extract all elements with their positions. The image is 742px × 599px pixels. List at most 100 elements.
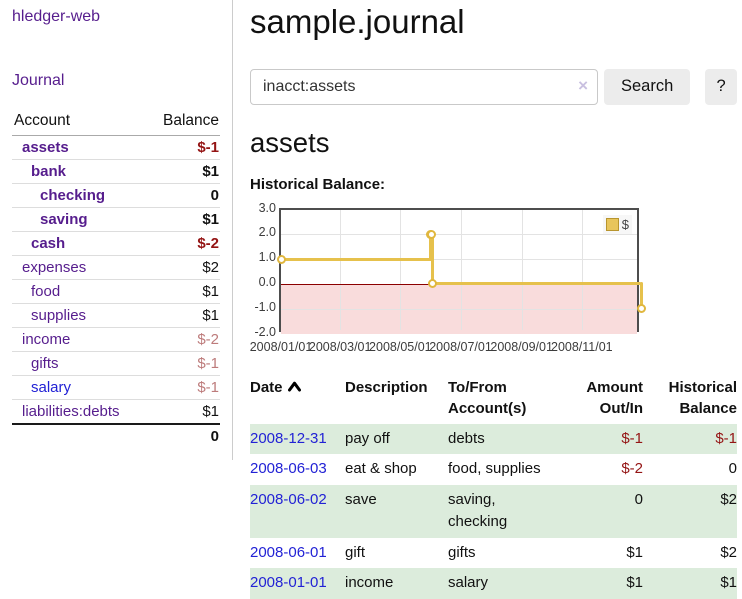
sort-asc-icon [287,377,301,398]
account-balance: $-1 [197,139,219,156]
accounts-table: Account Balance assets $-1 bank $1 check… [12,109,220,448]
accounts-header-account: Account [12,109,147,136]
account-link[interactable]: checking [40,187,106,204]
data-point-marker [276,254,286,264]
transaction-description: pay off [345,429,390,447]
register-header-description: Description [345,378,428,396]
register-header-balance: Historical Balance [668,378,737,417]
account-link[interactable]: food [31,283,61,300]
page-title: sample.journal [250,3,465,40]
account-heading: assets [250,126,330,158]
account-balance: $-2 [146,327,220,352]
transaction-amount: $1 [626,574,643,592]
legend-swatch-icon [605,217,619,231]
transaction-date-link[interactable]: 2008-12-31 [250,429,327,447]
register-header-accounts: To/From Account(s) [448,378,527,417]
sidebar-item-journal[interactable]: Journal [12,72,65,89]
account-link[interactable]: liabilities:debts [22,403,120,420]
account-row: salary $-1 [12,375,220,400]
account-link[interactable]: supplies [31,307,87,324]
balance-chart: $ 3.0 2.0 1.0 0.0 -1.0 -2.0 2008/01/01 2008/03/… [249,201,646,358]
data-point-marker [636,304,646,314]
account-link[interactable]: salary [31,379,72,396]
transaction-balance: $1 [720,574,737,592]
transaction-amount: $-1 [621,429,643,447]
transaction-balance: 0 [728,460,737,478]
register-row: 2008-12-31 pay off debts $-1 $-1 [250,423,737,455]
transaction-accounts: salary [448,574,489,592]
y-axis-tick-label: 1.0 [258,250,276,265]
register-row: 2008-06-03 eat & shop food, supplies $-2… [250,454,737,485]
x-axis-tick-label: 2008/07/01 [429,339,492,354]
accounts-total: 0 [146,423,220,448]
transaction-date-link[interactable]: 2008-06-03 [250,460,327,478]
account-row: assets $-1 [12,136,220,160]
register-row: 2008-06-02 save saving, checking 0 $2 [250,484,737,538]
data-point-marker [428,279,438,289]
account-row: expenses $2 [12,255,220,280]
x-axis-tick-label: 2008/03/01 [308,339,372,354]
transaction-balance: $2 [720,490,737,508]
x-axis-tick-label: 2008/05/01 [369,339,432,354]
account-link[interactable]: income [22,331,71,348]
account-row: gifts $-1 [12,351,220,376]
register-header-amount: Amount Out/In [586,378,643,417]
account-row: checking 0 [12,183,220,208]
transaction-accounts: gifts [448,543,476,561]
account-link[interactable]: assets [22,139,69,156]
search-form: × Search ? [250,68,737,105]
transaction-amount: $-2 [621,460,643,478]
y-axis-tick-label: 2.0 [258,225,276,240]
account-link[interactable]: saving [40,211,88,228]
account-row: liabilities:debts $1 [12,399,220,424]
clear-search-icon[interactable]: × [578,75,588,95]
y-axis-tick-label: 0.0 [258,274,276,289]
account-balance: $1 [146,279,220,304]
account-row: cash $-2 [12,231,220,256]
account-row: income $-2 [12,327,220,352]
transaction-accounts: saving, checking [448,490,508,531]
transaction-description: income [345,574,394,592]
account-link[interactable]: gifts [31,355,59,372]
search-input[interactable] [250,68,598,105]
register-header-date[interactable]: Date [250,375,345,424]
transaction-description: save [345,490,377,508]
x-axis-tick-label: 2008/09/01 [490,339,553,354]
accounts-header-balance: Balance [146,109,220,136]
app-title-link[interactable]: hledger-web [12,8,101,25]
account-balance: $1 [146,303,220,328]
account-link[interactable]: expenses [22,259,87,276]
transaction-accounts: debts [448,429,485,447]
account-row: supplies $1 [12,303,220,328]
x-axis-tick-label: 2008/11/01 [550,339,613,354]
account-row: bank $1 [12,159,220,184]
chart-plot-area: $ [276,207,646,334]
chart-title: Historical Balance: [250,175,386,193]
y-axis-tick-label: -2.0 [254,324,276,339]
account-row: food $1 [12,279,220,304]
search-button[interactable]: Search [604,68,691,105]
account-link[interactable]: cash [31,235,66,252]
register-row: 2008-06-01 gift gifts $1 $2 [250,538,737,569]
data-point-marker [427,229,437,239]
transaction-description: gift [345,543,366,561]
transaction-date-link[interactable]: 2008-06-02 [250,490,327,508]
help-button[interactable]: ? [705,68,737,105]
main-content: sample.journal × Search ? assets Histori… [250,0,737,599]
account-balance: $1 [146,159,220,184]
x-axis-tick-label: 2008/01/01 [249,339,313,354]
account-balance: $1 [146,399,220,424]
account-link[interactable]: bank [31,163,67,180]
sidebar: hledger-web Journal Account Balance asse… [0,0,233,460]
transaction-accounts: food, supplies [448,460,541,478]
account-balance: $-2 [146,231,220,256]
account-balance: $-1 [146,375,220,400]
transaction-description: eat & shop [345,460,417,478]
account-balance: $1 [146,207,220,232]
account-balance: $-1 [146,351,220,376]
transaction-date-link[interactable]: 2008-06-01 [250,543,327,561]
account-balance: 0 [146,183,220,208]
transaction-date-link[interactable]: 2008-01-01 [250,574,327,592]
search-input-wrap: × [250,68,598,105]
transaction-amount: $1 [626,543,643,561]
